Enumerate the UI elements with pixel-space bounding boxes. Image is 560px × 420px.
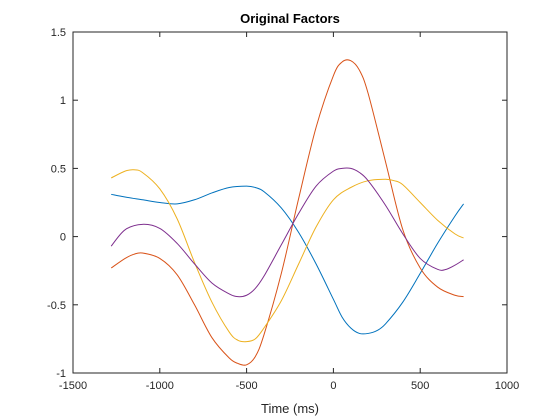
x-tick-label: 0: [330, 380, 336, 392]
series-line-4: [110, 167, 464, 298]
series-line-1: [111, 185, 465, 335]
plot-area: [72, 31, 508, 374]
chart-title: Original Factors: [240, 11, 340, 26]
series-line-3: [110, 169, 464, 343]
series-layer: [110, 59, 465, 366]
x-tick-label: 1000: [495, 380, 519, 392]
x-tick-label: -1000: [146, 380, 174, 392]
y-tick-label: 0.5: [51, 163, 66, 175]
x-tick-label: -1500: [59, 380, 87, 392]
y-tick-label: 1: [60, 95, 66, 107]
tick-layer: -1500 -1000 -500 0 500 1000 -1 -0.5 0 0.5 1 1.5: [47, 27, 519, 392]
series-line-2: [110, 59, 464, 366]
y-tick-label: 0: [60, 232, 66, 244]
y-tick-label: -0.5: [47, 300, 66, 312]
x-tick-label: 500: [411, 380, 429, 392]
y-tick-label: -1: [56, 368, 66, 380]
x-tick-label: -500: [236, 380, 258, 392]
x-axis-title: Time (ms): [261, 401, 319, 416]
y-tick-label: 1.5: [51, 27, 66, 39]
